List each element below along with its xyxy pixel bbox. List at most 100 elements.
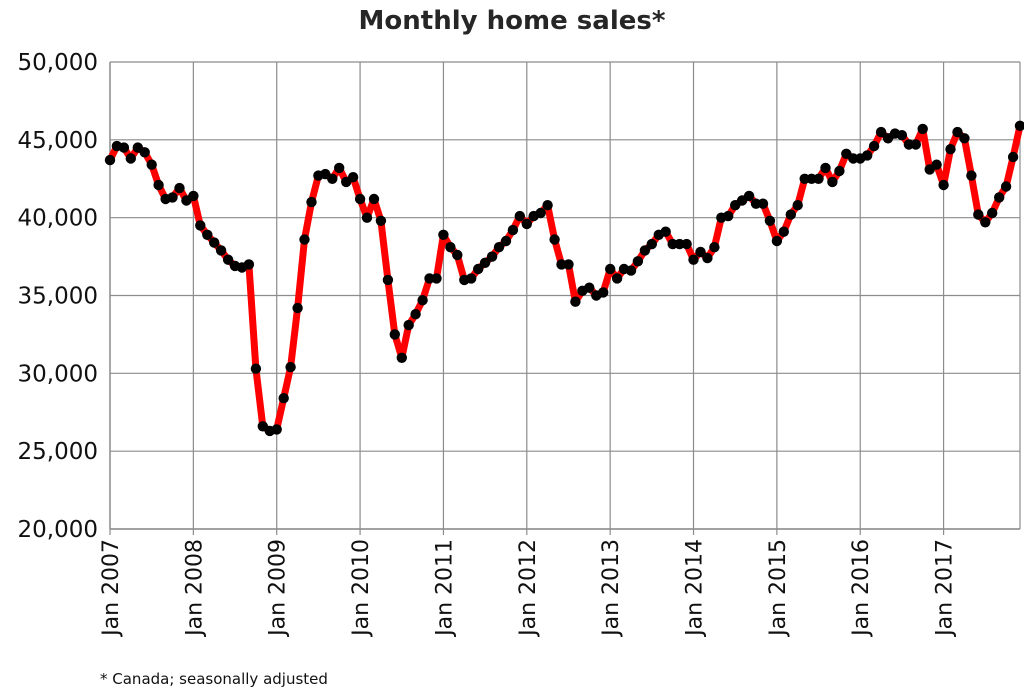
data-point (292, 302, 303, 314)
data-point (139, 147, 150, 158)
data-point (202, 229, 213, 240)
data-point (695, 246, 706, 258)
x-tick-label: Jan 2014 (683, 539, 708, 638)
data-point (368, 193, 380, 205)
data-point (709, 242, 720, 253)
y-tick-label: 40,000 (18, 206, 98, 232)
data-point (868, 140, 880, 152)
data-point (347, 172, 359, 183)
data-point (299, 234, 310, 245)
y-tick-label: 35,000 (18, 284, 98, 310)
data-point (771, 235, 783, 247)
data-point (389, 329, 400, 340)
data-point (445, 242, 456, 253)
data-point (778, 226, 789, 237)
x-tick-label: Jan 2016 (849, 539, 874, 638)
data-point (188, 190, 199, 202)
x-tick-label: Jan 2009 (266, 539, 291, 638)
data-point (222, 254, 234, 265)
data-point (334, 162, 345, 174)
data-point (375, 215, 387, 226)
data-point (271, 424, 282, 435)
data-point (1007, 151, 1019, 163)
data-point (1014, 120, 1024, 131)
data-point (820, 162, 831, 174)
series-markers (104, 120, 1024, 437)
chart-title: Monthly home sales* (358, 6, 666, 36)
data-point (410, 309, 421, 320)
data-point (639, 245, 651, 256)
data-point (215, 245, 227, 256)
data-point (792, 200, 803, 211)
data-point (500, 235, 512, 247)
x-tick-label: Jan 2010 (349, 539, 374, 638)
data-point (174, 182, 185, 194)
data-point (834, 165, 845, 177)
data-point (584, 282, 595, 293)
data-point (688, 254, 699, 265)
chart-footnote: * Canada; seasonally adjusted (100, 670, 328, 688)
data-point (625, 265, 637, 276)
data-point (514, 210, 525, 222)
data-point (910, 139, 921, 150)
y-tick-label: 45,000 (18, 128, 98, 154)
data-point (167, 192, 178, 203)
x-tick-label: Jan 2012 (516, 539, 541, 638)
data-point (757, 198, 769, 209)
data-point (507, 224, 519, 236)
data-point (493, 242, 505, 253)
x-axis-tick-labels: Jan 2007 Jan 2008 Jan 2009 Jan 2010 Jan 2011… (99, 539, 958, 638)
data-point (278, 393, 289, 404)
data-point (813, 173, 824, 184)
data-point (438, 229, 449, 240)
data-point (521, 218, 532, 230)
data-point (959, 133, 970, 144)
data-point (125, 153, 136, 164)
x-tick-label: Jan 2017 (933, 539, 958, 638)
x-tick-label: Jan 2007 (99, 539, 124, 638)
data-point (570, 296, 581, 307)
data-point (285, 361, 296, 373)
data-point (938, 179, 949, 191)
data-point (598, 287, 609, 298)
data-point (973, 209, 984, 220)
data-point (764, 215, 776, 226)
y-tick-label: 25,000 (18, 439, 98, 465)
data-point (723, 210, 734, 222)
data-point (785, 209, 796, 220)
data-point (875, 126, 887, 138)
data-point (980, 217, 991, 228)
data-point (862, 150, 873, 161)
data-point (896, 130, 908, 141)
data-point (403, 319, 414, 331)
data-point (361, 212, 373, 223)
series-line (106, 122, 1024, 435)
data-point (535, 207, 546, 219)
data-point (250, 363, 262, 374)
data-point (396, 352, 407, 363)
data-point (327, 173, 338, 184)
data-point (931, 159, 942, 170)
y-axis-tick-labels: 20,000 25,000 30,000 35,000 40,000 45,000 50,0… (18, 50, 98, 543)
y-tick-label: 30,000 (18, 361, 98, 387)
data-point (209, 237, 220, 248)
data-point (354, 193, 366, 205)
data-point (952, 126, 963, 138)
data-point (1000, 181, 1012, 192)
data-point (306, 196, 317, 208)
data-point (660, 226, 671, 237)
data-point (611, 273, 623, 284)
data-point (542, 200, 553, 211)
data-point (966, 170, 977, 181)
data-point (681, 238, 692, 250)
data-point (632, 256, 644, 267)
series-polyline (106, 122, 1024, 435)
data-point (243, 259, 255, 270)
data-point (646, 238, 657, 250)
data-point (104, 154, 116, 166)
data-point (743, 190, 755, 202)
data-point (153, 179, 164, 191)
y-tick-label: 50,000 (18, 50, 98, 76)
data-point (605, 263, 616, 275)
